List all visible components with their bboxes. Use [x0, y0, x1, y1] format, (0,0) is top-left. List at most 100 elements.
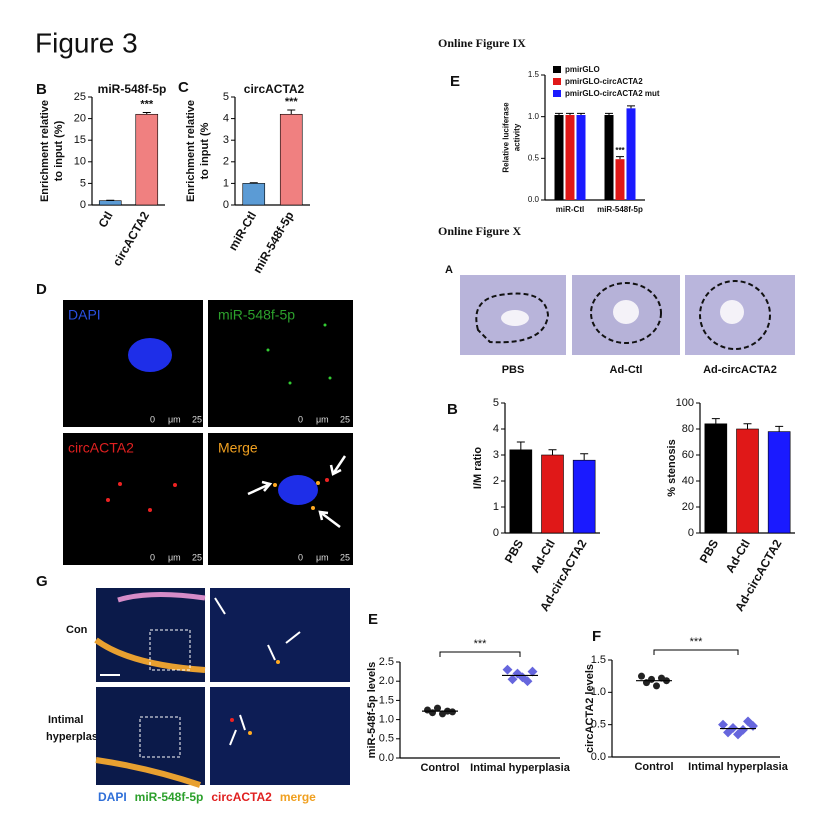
panel-label: G — [36, 573, 48, 590]
legend-swatch — [553, 78, 561, 85]
panel-label: E — [450, 73, 460, 90]
y-tick-label: 4 — [493, 423, 499, 435]
legend-entry: DAPI — [98, 790, 127, 804]
significance: *** — [615, 146, 625, 155]
y-axis-label: Relative luciferase — [502, 102, 511, 173]
y-tick-label: 100 — [676, 397, 694, 409]
legend-swatch — [553, 66, 561, 73]
y-tick-label: 2.5 — [379, 656, 394, 668]
section-title: Online Figure X — [438, 224, 521, 238]
image-label: Ad-circACTA2 — [703, 364, 777, 376]
bar — [767, 431, 791, 534]
error-bar — [580, 453, 589, 461]
y-tick-label: 1 — [493, 501, 499, 513]
point — [638, 672, 645, 680]
scale-label: 25 — [340, 414, 350, 424]
panel-label: D — [36, 281, 47, 298]
y-tick-label: 0.5 — [591, 719, 606, 731]
y-axis-label: I/M ratio — [472, 447, 484, 489]
y-tick-label: 5 — [223, 91, 229, 103]
y-tick-label: 0 — [493, 527, 499, 539]
y-tick-label: 2.0 — [379, 675, 394, 687]
y-tick-label: 0 — [223, 199, 229, 211]
point — [527, 666, 538, 677]
y-tick-label: 4 — [223, 113, 229, 125]
panel-label: C — [178, 79, 189, 96]
y-tick-label: 0.0 — [379, 752, 394, 764]
scale-label: 0 — [150, 414, 155, 424]
panel-label: F — [592, 628, 601, 645]
y-tick-label: 1.0 — [379, 714, 394, 726]
error-bar — [142, 112, 151, 115]
y-axis-label: to input (% — [199, 122, 211, 179]
bar — [509, 449, 533, 534]
chart-title: circACTA2 — [244, 82, 305, 96]
panel-label: E — [368, 611, 378, 628]
bar — [135, 113, 159, 206]
y-tick-label: 1.0 — [528, 112, 540, 121]
x-tick-label: Intimal hyperplasia — [470, 762, 571, 774]
y-tick-label: 15 — [74, 134, 86, 146]
y-tick-label: 20 — [682, 501, 694, 513]
x-tick-label: miR-Ctl — [226, 209, 259, 253]
legend-entry: miR-548f-5p — [135, 790, 204, 804]
error-bar — [577, 112, 585, 115]
scale-label: 25 — [192, 414, 202, 424]
legend-label: pmirGLO-circACTA2 — [565, 77, 643, 86]
scale-label: μm — [168, 414, 181, 424]
error-bar — [566, 112, 574, 115]
point — [507, 674, 518, 685]
y-tick-label: 3 — [223, 134, 229, 146]
scale-label: 0 — [298, 552, 303, 562]
bar — [576, 115, 586, 200]
y-tick-label: 40 — [682, 475, 694, 487]
significance: *** — [140, 98, 154, 110]
y-tick-label: 3 — [493, 449, 499, 461]
y-tick-label: 5 — [493, 397, 499, 409]
scale-label: μm — [168, 552, 181, 562]
scale-label: μm — [316, 552, 329, 562]
y-axis-label: Enrichment relative — [185, 100, 197, 202]
x-tick-label: Control — [420, 762, 459, 774]
y-tick-label: 1.0 — [591, 686, 606, 698]
row-label: Intimal — [48, 714, 83, 726]
y-tick-label: 80 — [682, 423, 694, 435]
point — [648, 675, 655, 683]
significance: *** — [474, 638, 488, 650]
figure-title: Figure 3 — [35, 27, 138, 58]
error-bar — [743, 423, 752, 429]
error-bar — [555, 112, 563, 115]
bar — [736, 428, 759, 534]
legend-entry: circACTA2 — [211, 790, 272, 804]
error-bar — [711, 418, 720, 424]
significance: *** — [690, 636, 704, 648]
row-label: hyperplasia — [46, 731, 108, 743]
y-tick-label: 2 — [223, 156, 229, 168]
bar — [604, 115, 614, 200]
x-tick-label: miR-Ctl — [556, 205, 584, 214]
y-tick-label: 10 — [74, 156, 86, 168]
scale-label: 25 — [192, 552, 202, 562]
panel-label: B — [447, 401, 458, 418]
y-tick-label: 0.0 — [528, 195, 540, 204]
point — [653, 682, 660, 690]
error-bar — [605, 112, 613, 115]
bar — [704, 423, 728, 534]
x-tick-label: miR-548f-5p — [597, 205, 643, 214]
x-tick-label: Ctl — [95, 209, 115, 230]
y-tick-label: 0 — [80, 199, 86, 211]
x-tick-label: Intimal hyperplasia — [688, 761, 789, 773]
bar — [626, 108, 636, 200]
y-tick-label: 2 — [493, 475, 499, 487]
y-axis-label: % stenosis — [666, 439, 678, 496]
y-tick-label: 60 — [682, 449, 694, 461]
bracket — [653, 649, 739, 655]
channel-label: miR-548f-5p — [218, 307, 295, 323]
point — [522, 676, 533, 687]
point — [728, 722, 738, 733]
bar — [615, 159, 625, 200]
bar — [565, 115, 575, 200]
y-tick-label: 1.5 — [379, 694, 394, 706]
y-axis-label: to input (%) — [53, 120, 65, 181]
